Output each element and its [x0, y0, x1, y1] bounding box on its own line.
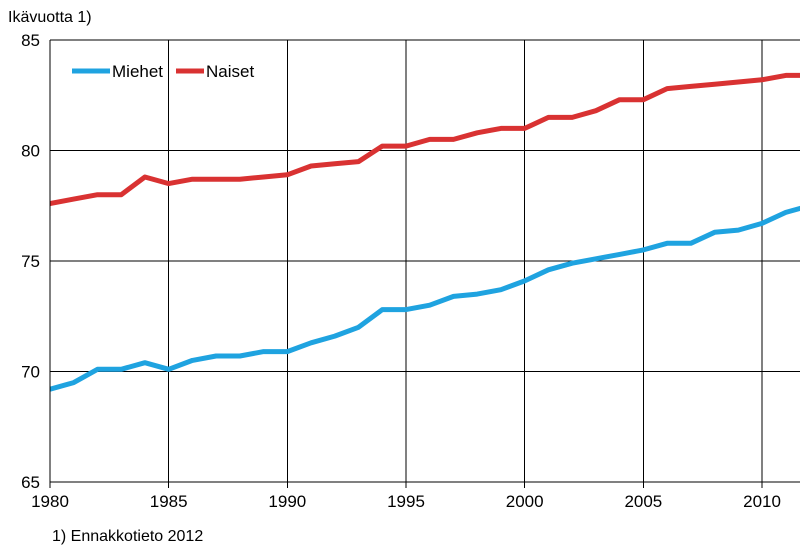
footnote: 1) Ennakkotieto 2012: [52, 528, 203, 545]
y-tick-label: 85: [21, 31, 40, 50]
x-tick-label: 1995: [387, 492, 425, 511]
x-tick-label: 2000: [506, 492, 544, 511]
grid-lines: [50, 39, 800, 482]
x-tick-label: 1990: [268, 492, 306, 511]
y-tick-label: 80: [21, 142, 40, 161]
series-line-miehet: [50, 205, 800, 392]
legend-label-miehet: Miehet: [112, 62, 163, 81]
legend: Miehet Naiset: [72, 62, 254, 81]
x-tick-label: 1980: [31, 492, 69, 511]
series-line-naiset: [50, 72, 800, 206]
x-tick-label: 1985: [150, 492, 188, 511]
axes: [49, 39, 800, 488]
y-tick-label: 70: [21, 363, 40, 382]
x-tick-label: 2005: [624, 492, 662, 511]
x-tick-label: 2010: [743, 492, 781, 511]
tick-labels: 65 70 75 80 85 1980 1985 1990 1995 2000 2005 2010: [21, 31, 781, 511]
y-axis-label: Ikävuotta 1): [8, 9, 92, 26]
y-tick-label: 75: [21, 252, 40, 271]
series-layer: [50, 72, 800, 392]
y-tick-label: 65: [21, 473, 40, 492]
legend-label-naiset: Naiset: [206, 62, 254, 81]
